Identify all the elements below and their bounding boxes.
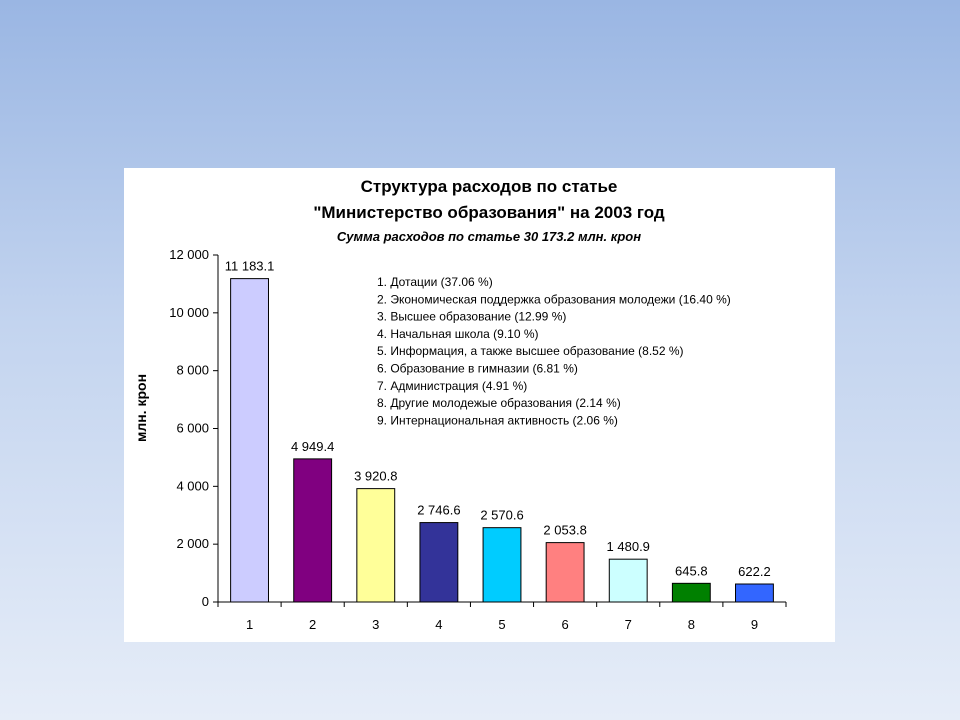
chart-title-line2: "Министерство образования" на 2003 год <box>313 203 665 222</box>
y-tick-label: 0 <box>202 594 209 609</box>
legend-item-4: 4. Начальная школа (9.10 %) <box>377 327 539 341</box>
bar-7 <box>608 558 648 603</box>
y-tick-label: 8 000 <box>176 363 209 378</box>
x-tick-label: 9 <box>751 617 758 632</box>
x-tick-label: 4 <box>435 617 442 632</box>
x-tick-label: 3 <box>372 617 379 632</box>
value-label-1: 11 183.1 <box>225 259 275 274</box>
bar-5 <box>482 527 522 603</box>
y-tick-label: 10 000 <box>169 305 209 320</box>
legend-item-8: 8. Другие молодежые образования (2.14 %) <box>377 396 621 410</box>
bar-2 <box>293 458 333 603</box>
value-label-4: 2 746.6 <box>417 503 460 518</box>
legend-item-3: 3. Высшее образование (12.99 %) <box>377 310 566 324</box>
value-label-7: 1 480.9 <box>607 539 650 554</box>
value-label-9: 622.2 <box>738 564 771 579</box>
value-label-2: 4 949.4 <box>291 439 334 454</box>
legend: 1. Дотации (37.06 %) 2. Экономическая под… <box>377 275 731 427</box>
x-tick-label: 7 <box>625 617 632 632</box>
x-tick-label: 8 <box>688 617 695 632</box>
value-label-3: 3 920.8 <box>354 469 397 484</box>
bar-8 <box>671 582 711 603</box>
x-tick-label: 6 <box>561 617 568 632</box>
value-labels-group: 11 183.1 4 949.4 3 920.8 2 746.6 2 570.6 2 05… <box>225 259 771 579</box>
bar-6 <box>545 542 585 603</box>
bar-1 <box>230 278 269 603</box>
bar-4 <box>419 522 459 603</box>
x-axis: 1 2 3 4 5 6 7 8 9 <box>217 601 787 632</box>
legend-item-1: 1. Дотации (37.06 %) <box>377 275 493 289</box>
legend-item-5: 5. Информация, а также высшее образовани… <box>377 344 684 358</box>
y-tick-label: 12 000 <box>169 247 209 262</box>
chart-panel: Структура расходов по статье "Министерст… <box>124 168 835 642</box>
chart-subtitle: Сумма расходов по статье 30 173.2 млн. к… <box>337 229 641 244</box>
value-label-6: 2 053.8 <box>543 523 586 538</box>
value-label-5: 2 570.6 <box>480 508 523 523</box>
y-axis-label: млн. крон <box>133 374 149 442</box>
legend-item-9: 9. Интернациональная активность (2.06 %) <box>377 413 618 427</box>
bar-9 <box>735 583 774 603</box>
bar-chart: Структура расходов по статье "Министерст… <box>133 177 787 632</box>
x-tick-label: 2 <box>309 617 316 632</box>
legend-item-7: 7. Администрация (4.91 %) <box>377 379 527 393</box>
legend-item-2: 2. Экономическая поддержка образования м… <box>377 292 731 306</box>
x-tick-label: 5 <box>498 617 505 632</box>
y-tick-label: 4 000 <box>176 478 209 493</box>
legend-item-6: 6. Образование в гимназии (6.81 %) <box>377 362 578 376</box>
x-tick-label: 1 <box>246 617 253 632</box>
bar-3 <box>356 488 396 603</box>
chart-title-line1: Структура расходов по статье <box>361 177 618 196</box>
y-axis: 0 2 000 4 000 6 000 8 000 10 000 12 000 <box>169 247 219 609</box>
y-tick-label: 6 000 <box>176 421 209 436</box>
y-tick-label: 2 000 <box>176 536 209 551</box>
bars-group <box>230 278 774 603</box>
value-label-8: 645.8 <box>675 563 708 578</box>
